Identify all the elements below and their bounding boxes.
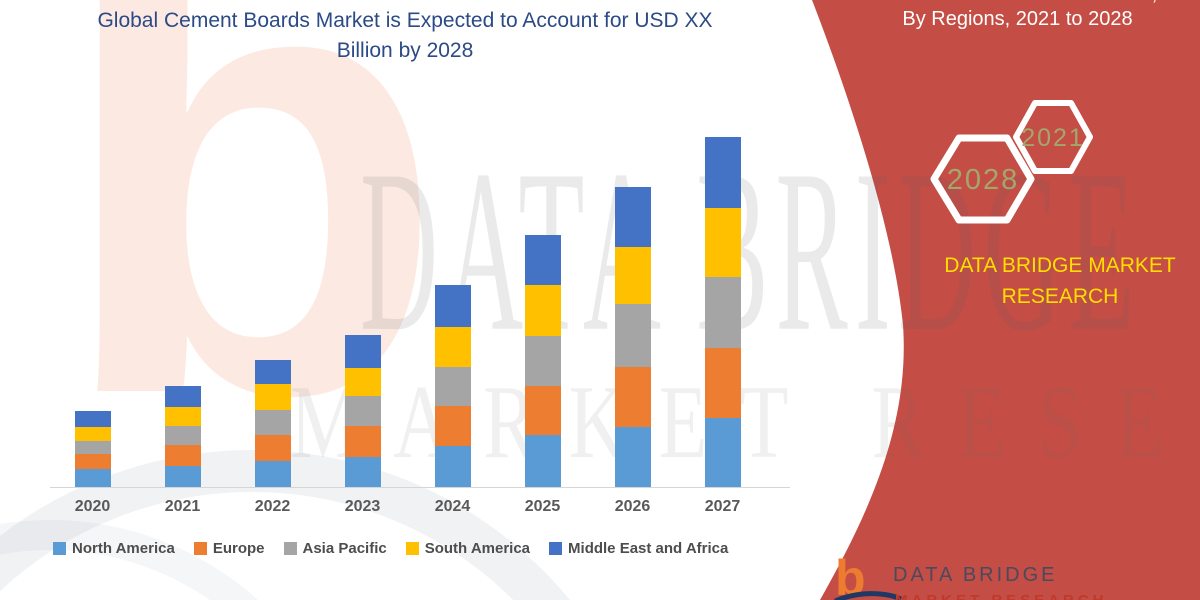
watermark-data-bridge-text: DATA BRIDGE bbox=[360, 122, 1142, 380]
legend-swatch bbox=[549, 542, 563, 555]
footer-logo: b DATA BRIDGE MARKET RESEARCH bbox=[833, 555, 1153, 600]
legend-label: South America bbox=[424, 540, 531, 557]
legend-item-europe: Europe bbox=[193, 540, 265, 557]
bar-segment-south-america bbox=[254, 384, 291, 410]
bar-2021 bbox=[164, 386, 201, 487]
bar-segment-north-america bbox=[344, 457, 381, 487]
bar-segment-europe bbox=[614, 367, 651, 427]
legend-swatch bbox=[405, 542, 419, 555]
x-axis-label-2021: 2021 bbox=[164, 498, 201, 515]
bar-segment-europe bbox=[164, 445, 201, 466]
bar-segment-north-america bbox=[164, 466, 201, 487]
bar-2022 bbox=[254, 360, 291, 487]
bar-segment-europe bbox=[254, 435, 291, 461]
bar-segment-asia-pacific bbox=[434, 367, 471, 406]
hexagon-2028 bbox=[930, 134, 1035, 224]
bar-segment-south-america bbox=[344, 368, 381, 396]
bar-segment-asia-pacific bbox=[704, 277, 741, 348]
chart-legend: North America Europe Asia Pacific South Ame… bbox=[53, 540, 728, 557]
bar-segment-middle-east-and-africa bbox=[434, 285, 471, 327]
bar-segment-south-america bbox=[614, 247, 651, 304]
bar-segment-north-america bbox=[614, 427, 651, 487]
bar-segment-middle-east-and-africa bbox=[254, 360, 291, 384]
bar-segment-europe bbox=[344, 426, 381, 457]
footer-logo-name: DATA BRIDGE bbox=[893, 564, 1058, 586]
hexagon-2021-label: 2021 bbox=[1021, 124, 1085, 152]
bar-segment-europe bbox=[434, 406, 471, 446]
bar-segment-north-america bbox=[254, 461, 291, 487]
hexagon-2021 bbox=[1013, 100, 1093, 174]
bar-segment-south-america bbox=[74, 427, 111, 441]
chart-title: Global Cement Boards Market is Expected … bbox=[97, 9, 713, 62]
legend-item-south-america: South America bbox=[405, 540, 531, 557]
bar-2027 bbox=[704, 137, 741, 487]
bar-2020 bbox=[74, 411, 111, 487]
bar-segment-south-america bbox=[704, 208, 741, 277]
hexagon-badges: 2028 2021 bbox=[930, 100, 1093, 224]
bar-segment-middle-east-and-africa bbox=[164, 386, 201, 407]
bar-segment-north-america bbox=[434, 446, 471, 487]
watermark-b-logo: b bbox=[55, 0, 446, 527]
legend-item-north-america: North America bbox=[53, 540, 175, 557]
bar-2023 bbox=[344, 335, 381, 487]
bar-2026 bbox=[614, 187, 651, 487]
bar-segment-europe bbox=[704, 348, 741, 418]
banner-title-line1-clipped: Global Cement Boards Market, bbox=[840, 0, 1200, 6]
x-axis-label-2022: 2022 bbox=[254, 498, 291, 515]
x-axis-label-2026: 2026 bbox=[614, 498, 651, 515]
x-axis-line bbox=[50, 487, 790, 488]
bar-segment-middle-east-and-africa bbox=[614, 187, 651, 247]
bar-segment-asia-pacific bbox=[524, 336, 561, 386]
x-axis-label-2025: 2025 bbox=[524, 498, 561, 515]
bar-segment-middle-east-and-africa bbox=[74, 411, 111, 427]
legend-label: North America bbox=[72, 540, 175, 557]
hexagon-2028-label: 2028 bbox=[947, 164, 1020, 196]
legend-label: Middle East and Africa bbox=[568, 540, 729, 557]
bar-segment-europe bbox=[74, 454, 111, 469]
bar-segment-europe bbox=[524, 386, 561, 435]
footer-logo-subtitle: MARKET RESEARCH bbox=[895, 592, 1108, 600]
legend-swatch bbox=[53, 542, 66, 555]
x-axis-label-2024: 2024 bbox=[434, 498, 471, 515]
x-axis-label-2023: 2023 bbox=[344, 498, 381, 515]
bar-2024 bbox=[434, 285, 471, 487]
bar-segment-south-america bbox=[164, 407, 201, 426]
bar-segment-south-america bbox=[524, 285, 561, 336]
bar-segment-asia-pacific bbox=[74, 441, 111, 454]
bar-segment-middle-east-and-africa bbox=[524, 235, 561, 285]
bar-segment-asia-pacific bbox=[164, 426, 201, 445]
legend-label: Asia Pacific bbox=[302, 540, 387, 557]
bar-segment-asia-pacific bbox=[344, 396, 381, 426]
bar-2025 bbox=[524, 235, 561, 487]
banner-title-line2: By Regions, 2021 to 2028 bbox=[902, 8, 1133, 30]
legend-swatch bbox=[283, 542, 297, 555]
footer-logo-b-icon: b bbox=[834, 555, 903, 600]
legend-label: Europe bbox=[212, 540, 265, 557]
bar-segment-asia-pacific bbox=[614, 304, 651, 367]
bar-segment-north-america bbox=[524, 435, 561, 487]
legend-swatch bbox=[193, 542, 207, 555]
bar-segment-middle-east-and-africa bbox=[704, 137, 741, 208]
x-axis-label-2027: 2027 bbox=[704, 498, 741, 515]
legend-item-middle-east-and-africa: Middle East and Africa bbox=[549, 540, 728, 557]
bar-segment-middle-east-and-africa bbox=[344, 335, 381, 368]
x-axis-label-2020: 2020 bbox=[74, 498, 111, 515]
legend-item-asia-pacific: Asia Pacific bbox=[283, 540, 387, 557]
brand-text: DATA BRIDGE MARKET RESEARCH bbox=[944, 254, 1176, 308]
bar-segment-south-america bbox=[434, 327, 471, 367]
bar-segment-asia-pacific bbox=[254, 410, 291, 435]
bar-segment-north-america bbox=[74, 469, 111, 487]
bar-segment-north-america bbox=[704, 418, 741, 487]
